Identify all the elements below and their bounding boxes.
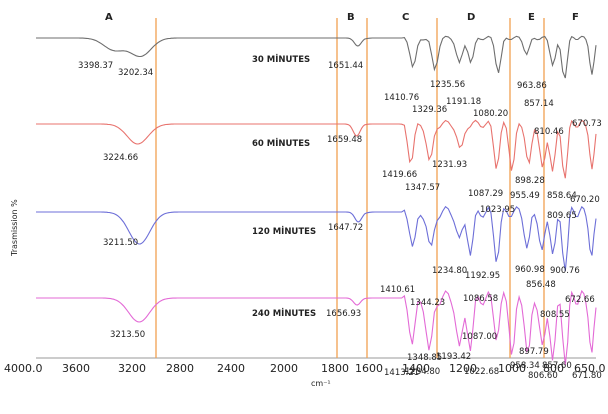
x-axis-label: cm⁻¹ [311, 379, 331, 388]
series-name-label: 60 MİNUTES [252, 138, 310, 149]
peak-label: 897.79 [519, 347, 549, 357]
series-name-label: 30 MİNUTES [252, 54, 310, 65]
peak-label: 857.60 [542, 361, 572, 371]
peak-label: 1347.57 [405, 183, 440, 193]
peak-label: 1656.93 [326, 309, 361, 319]
x-tick-label: 2400 [217, 362, 245, 375]
peak-label: 1191.18 [446, 97, 481, 107]
spectrum-line [36, 119, 597, 179]
y-axis-label: Trasmission % [10, 199, 19, 257]
x-tick-label: 1200 [449, 362, 477, 375]
peak-label: 1193.42 [436, 352, 471, 362]
region-label: B [347, 12, 355, 23]
peak-label: 808.55 [540, 310, 570, 320]
peak-label: 809.65 [547, 211, 577, 221]
peak-label: 1419.66 [382, 170, 417, 180]
peak-label: 1651.44 [328, 61, 363, 71]
x-tick-label: 1000 [498, 362, 526, 375]
spectrum-line [36, 205, 597, 271]
x-tick-label: 1400 [402, 362, 430, 375]
peak-label: 670.20 [570, 195, 600, 205]
x-tick-label: 650.0 [574, 362, 606, 375]
spectrum-line [36, 289, 597, 366]
peak-label: 1410.76 [384, 93, 419, 103]
peak-label: 1192.95 [465, 271, 500, 281]
peak-label: 1234.80 [432, 266, 467, 276]
peak-label: 1348.85 [407, 353, 442, 363]
peak-label: 3202.34 [118, 68, 153, 78]
peak-label: 3211.50 [103, 238, 138, 248]
x-tick-label: 1600 [355, 362, 383, 375]
peak-label: 3398.37 [78, 61, 113, 71]
region-label: A [105, 12, 113, 23]
peak-label: 670.73 [572, 119, 602, 129]
peak-label: 960.98 [515, 265, 545, 275]
peak-label: 671.80 [572, 371, 602, 381]
x-tick-label: 2000 [270, 362, 298, 375]
peak-label: 1329.36 [412, 105, 447, 115]
peak-label: 3224.66 [103, 153, 138, 163]
peak-label: 1413.21 [384, 368, 419, 378]
peak-label: 672.66 [565, 295, 595, 305]
peak-label: 857.14 [524, 99, 554, 109]
x-tick-label: 3200 [118, 362, 146, 375]
region-label: D [467, 12, 475, 23]
x-tick-label: 800 [543, 362, 564, 375]
series-name-label: 120 MİNUTES [252, 226, 316, 237]
peak-label: 1022.68 [464, 367, 499, 377]
peak-label: 1659.48 [327, 135, 362, 145]
peak-label: 1087.00 [462, 332, 497, 342]
x-tick-label: 2800 [166, 362, 194, 375]
peak-label: 806.60 [528, 371, 558, 381]
spectrum-line [36, 35, 597, 79]
peak-label: 810.46 [534, 127, 564, 137]
peak-label: 1086.58 [463, 294, 498, 304]
peak-label: 963.86 [517, 81, 547, 91]
peak-label: 3213.50 [110, 330, 145, 340]
peak-label: 1344.23 [410, 298, 445, 308]
x-tick-label: 4000.0 [4, 362, 43, 375]
peak-label: 1235.56 [430, 80, 465, 90]
peak-label: 900.76 [550, 266, 580, 276]
peak-label: 856.48 [526, 280, 556, 290]
peak-label: 1647.72 [328, 223, 363, 233]
x-tick-label: 1800 [321, 362, 349, 375]
x-tick-label: 3600 [62, 362, 90, 375]
region-label: E [528, 12, 535, 23]
region-label: F [572, 12, 579, 23]
peak-label: 955.49 [510, 191, 540, 201]
peak-label: 958.34 [510, 361, 540, 371]
region-label: C [402, 12, 409, 23]
peak-label: 1234.80 [405, 367, 440, 377]
peak-label: 1410.61 [380, 285, 415, 295]
peak-label: 898.28 [515, 176, 545, 186]
peak-label: 1023.95 [480, 205, 515, 215]
peak-label: 1087.29 [468, 189, 503, 199]
peak-label: 1080.20 [473, 109, 508, 119]
peak-label: 858.64 [547, 191, 577, 201]
series-name-label: 240 MİNUTES [252, 308, 316, 319]
peak-label: 1231.93 [432, 160, 467, 170]
